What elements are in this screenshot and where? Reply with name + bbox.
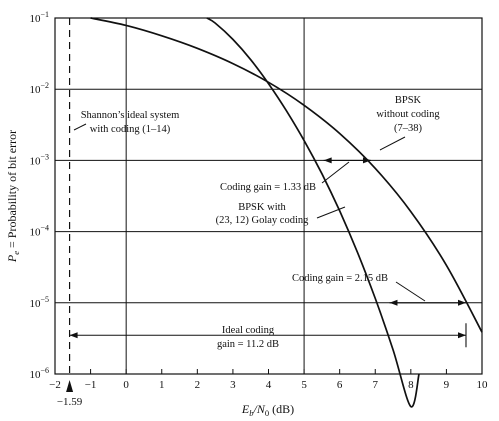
shannon-limit-arrow [66,380,74,392]
y-tick-base: 10 [29,13,41,25]
x-axis-label-mid: /N [253,402,266,416]
y-tick-exponent: −3 [40,152,49,161]
y-tick-label: 10−2 [29,81,49,96]
coding-gain-2-arrow-head-right [457,299,466,306]
y-tick-label: 10−3 [29,152,49,167]
coding-gain-1-arrow-head-left [323,157,332,164]
y-tick-exponent: −2 [40,81,49,90]
annotation-golay: BPSK with (23, 12) Golay coding [216,202,309,226]
gain-markers [69,157,467,348]
grid [55,18,482,374]
annotation-golay-line2: (23, 12) Golay coding [216,215,309,226]
y-axis-label: Pe = Probability of bit error [5,130,21,263]
y-tick-label: 10−5 [29,295,49,310]
x-tick-label: 9 [444,379,450,391]
annotation-coding-gain-2-leader [395,281,426,302]
annotation-coding-gain-1-leader [321,161,350,184]
y-tick-exponent: −4 [40,224,49,233]
annotation-ideal-line2: gain = 11.2 dB [217,339,279,350]
annotation-coding-gain-1: Coding gain = 1.33 dB [220,182,316,193]
x-tick-label: 0 [123,379,129,391]
ideal-gain-arrow-head-left [69,332,78,339]
y-tick-label: 10−6 [29,366,49,381]
annotation-bpsk-line1: BPSK [395,95,422,106]
x-tick-label: 5 [301,379,307,391]
curves [90,17,483,408]
x-axis-label: Eb/N0 (dB) [241,402,294,418]
x-axis-label-sub2: 0 [265,408,269,418]
y-tick-base: 10 [29,369,41,381]
x-tick-label: 1 [159,379,165,391]
x-tick-label: 2 [195,379,201,391]
annotation-bpsk-leader [379,136,406,151]
y-axis-label-sub: e [11,251,21,255]
annotation-bpsk-line2: without coding [376,109,440,120]
annotation-coding-gain-2: Coding gain = 2.15 dB [292,273,388,284]
coding-gain-2-arrow-head-left [389,299,398,306]
coding-gain-1-arrow-head-right [362,157,371,164]
shannon-limit-label: −1.59 [57,396,83,408]
y-tick-base: 10 [29,298,41,310]
annotation-shannon-leader [73,123,87,131]
y-tick-exponent: −1 [40,10,49,19]
x-axis-label-unit: (dB) [269,402,294,416]
y-tick-base: 10 [29,155,41,167]
x-tick-label: 3 [230,379,236,391]
annotation-shannon-line2: with coding (1–14) [90,124,171,135]
annotation-bpsk-line3: (7–38) [394,123,422,134]
y-axis-label-p: P [5,254,19,263]
annotation-shannon: Shannon’s ideal system with coding (1–14… [81,110,180,135]
y-tick-exponent: −6 [40,366,49,375]
x-tick-label: −2 [49,379,61,391]
y-tick-exponent: −5 [40,295,49,304]
y-axis-label-rest: = Probability of bit error [5,130,19,251]
annotation-golay-line1: BPSK with [238,202,286,213]
plot-frame [54,17,483,375]
x-axis-label-sub: b [249,408,253,418]
series-line-golay-coded [206,17,420,408]
y-tick-label: 10−1 [29,10,49,25]
annotation-ideal-gain: Ideal coding gain = 11.2 dB [217,325,279,350]
ideal-gain-arrow-head-right [457,332,466,339]
annotation-bpsk-uncoded: BPSK without coding (7–38) [376,95,440,134]
y-tick-label: 10−4 [29,224,49,239]
x-tick-label: 10 [477,379,489,391]
x-tick-label: 7 [373,379,379,391]
x-tick-label: 4 [266,379,272,391]
y-tick-base: 10 [29,84,41,96]
x-axis-label-e: E [241,402,250,416]
annotation-golay-leader [316,206,346,219]
annotation-ideal-line1: Ideal coding [222,325,275,336]
x-tick-label: 8 [408,379,414,391]
annotation-shannon-line1: Shannon’s ideal system [81,110,180,121]
x-tick-label: −1 [85,379,97,391]
y-tick-base: 10 [29,227,41,239]
series-line-bpsk-uncoded [90,17,483,333]
x-tick-label: 6 [337,379,343,391]
